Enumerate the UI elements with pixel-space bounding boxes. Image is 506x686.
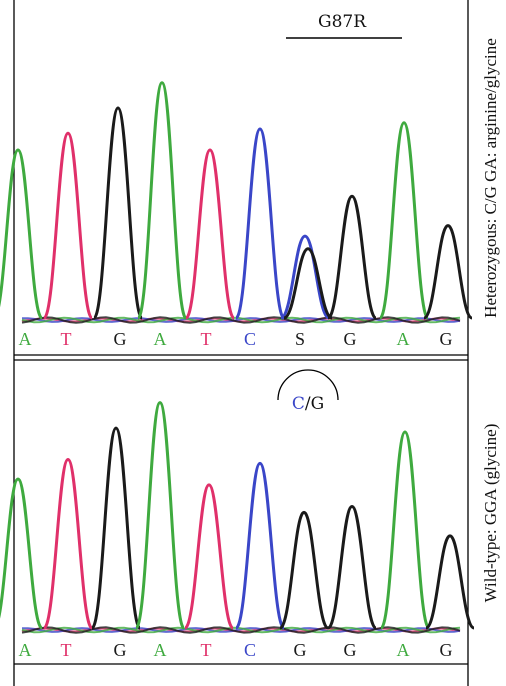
annotation-c: C (292, 394, 305, 414)
peak-c (280, 234, 330, 320)
base-label: C (244, 640, 256, 660)
peak-c (234, 461, 286, 630)
base-label: A (154, 329, 167, 349)
peak-g (283, 247, 333, 320)
peak-t (184, 148, 236, 320)
heterozygous-label: Heterozygous: C/G GA: arginine/glycine (481, 38, 500, 318)
peak-g (422, 224, 474, 320)
peak-t (42, 457, 94, 630)
baseline-trace (21, 316, 461, 324)
base-label: A (397, 329, 410, 349)
base-label: G (440, 329, 453, 349)
wildtype-label: Wild-type: GGA (glycine) (481, 423, 500, 603)
base-label: G (114, 640, 127, 660)
peak-g (278, 510, 330, 630)
base-label: T (61, 329, 72, 349)
base-call-labels: A T G A T C S G A G A T G A T C G G A G (19, 329, 453, 660)
base-label: G (440, 640, 453, 660)
base-label: A (19, 640, 32, 660)
base-label: G (294, 640, 307, 660)
base-label: T (201, 640, 212, 660)
peak-t (42, 131, 94, 320)
peak-t (183, 483, 235, 630)
peak-a (379, 430, 431, 630)
peak-a (134, 401, 186, 630)
peak-a (136, 81, 188, 320)
base-label: A (154, 640, 167, 660)
base-label: S (295, 329, 305, 349)
peak-g (326, 194, 378, 320)
base-label: C (244, 329, 256, 349)
annotation-rest: /G (305, 394, 324, 414)
peak-c (234, 127, 286, 320)
base-label: G (344, 329, 357, 349)
peak-g (92, 106, 144, 320)
baseline-trace (21, 626, 461, 634)
base-label: T (201, 329, 212, 349)
base-label: A (397, 640, 410, 660)
chromatogram-traces (0, 81, 476, 634)
base-label: G (114, 329, 127, 349)
baseline-trace (21, 626, 461, 634)
annotation-arc (277, 369, 339, 401)
base-label: A (19, 329, 32, 349)
peak-a (0, 477, 44, 630)
mutation-label: G87R (318, 12, 367, 32)
peak-a (0, 148, 44, 320)
peak-g (424, 534, 476, 630)
peak-g (90, 426, 142, 630)
base-label: G (344, 640, 357, 660)
wildtype-annotation: C/G (292, 394, 324, 414)
peak-a (378, 121, 430, 320)
base-label: T (61, 640, 72, 660)
peak-g (326, 504, 378, 630)
